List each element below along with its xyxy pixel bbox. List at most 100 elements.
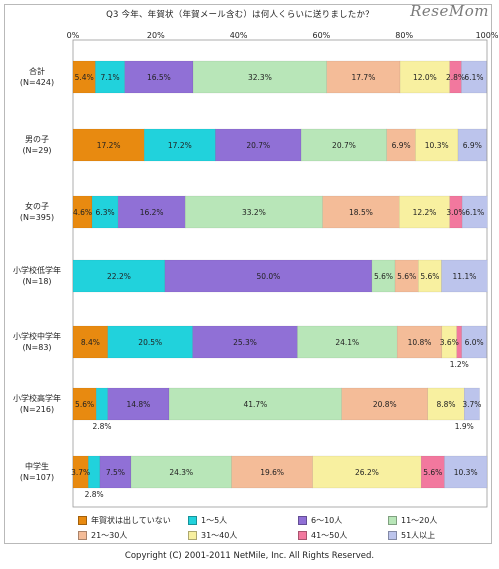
bar-segment: [297, 325, 398, 359]
legend-item: 21～30人: [78, 530, 127, 541]
data-label: 3.6%: [440, 338, 459, 347]
legend-swatch: [388, 531, 397, 540]
bar-segment: [399, 195, 450, 229]
legend-item: 41～50人: [298, 530, 347, 541]
bar-segment: [441, 325, 457, 359]
data-label: 6.1%: [464, 73, 483, 82]
bar-segment: [461, 60, 487, 94]
data-label: 17.7%: [352, 73, 376, 82]
x-tick-label: 0%: [67, 31, 80, 40]
data-label: 5.6%: [423, 468, 442, 477]
bar-row: [72, 455, 488, 489]
data-label: 5.4%: [75, 73, 94, 82]
data-label: 3.0%: [446, 208, 465, 217]
bar-segment: [371, 259, 396, 293]
data-label: 5.6%: [75, 400, 94, 409]
category-count: (N=107): [19, 473, 55, 482]
data-label: 17.2%: [168, 141, 192, 150]
stacked-bar-chart: 0% 20% 40% 60% 80% 100% 5.4% 7.1% 16.5% 32.3% 17.7…: [67, 31, 499, 508]
bar-segment: [192, 60, 327, 94]
bar-segment: [461, 325, 487, 359]
data-label: 3.7%: [71, 468, 90, 477]
data-label: 24.3%: [169, 468, 193, 477]
category-count: (N=216): [19, 405, 55, 414]
bar-segment: [464, 387, 480, 421]
legend-label: 51人以上: [401, 531, 436, 540]
data-label: 10.3%: [425, 141, 449, 150]
chart-title: Q3 今年、年賀状（年賀メール含む）は何人くらいに送りましたか？: [106, 10, 374, 20]
data-label: 1.2%: [450, 360, 469, 369]
bar-segment: [322, 195, 400, 229]
bar-segment: [124, 60, 194, 94]
bar-segment: [399, 60, 450, 94]
data-label: 1.9%: [455, 422, 474, 431]
bar-segment: [215, 128, 302, 162]
category-name: 合計: [29, 67, 45, 76]
bar-row: [72, 387, 480, 421]
data-label: 6.1%: [465, 208, 484, 217]
data-label: 22.2%: [107, 272, 131, 281]
legend-item: 11～20人: [388, 515, 437, 526]
category-count: (N=83): [22, 343, 52, 352]
bar-segment: [72, 259, 166, 293]
x-tick-label: 20%: [147, 31, 165, 40]
legend-item: 31～40人: [188, 530, 237, 541]
bar-segment: [168, 387, 342, 421]
category-name: 小学校中学年: [13, 332, 61, 341]
data-label: 24.1%: [335, 338, 359, 347]
bar-row: [72, 325, 487, 359]
category-name: 中学生: [25, 462, 49, 471]
bar-segment: [427, 387, 465, 421]
category-label: 中学生 (N=107): [4, 461, 70, 483]
data-label: 2.8%: [92, 422, 111, 431]
data-label: 3.7%: [462, 400, 481, 409]
data-label: 33.2%: [242, 208, 266, 217]
category-count: (N=18): [22, 277, 52, 286]
legend-swatch: [78, 516, 87, 525]
category-label: 合計 (N=424): [4, 66, 70, 88]
legend-swatch: [188, 516, 197, 525]
bar-segment: [457, 128, 487, 162]
bar-segment: [164, 259, 373, 293]
data-label: 16.5%: [147, 73, 171, 82]
legend-label: 11～20人: [401, 516, 438, 525]
data-label: 10.3%: [454, 468, 478, 477]
data-label: 18.5%: [349, 208, 373, 217]
category-name: 小学校低学年: [13, 266, 61, 275]
bar-segment: [396, 325, 443, 359]
legend-item: 6～10人: [298, 515, 342, 526]
data-label: 5.6%: [397, 272, 416, 281]
bar-row: [72, 195, 488, 229]
bar-segment: [117, 195, 186, 229]
bar-segment: [415, 128, 459, 162]
bar-segment: [192, 325, 298, 359]
category-label: 小学校高学年 (N=216): [4, 393, 70, 415]
data-label: 41.7%: [243, 400, 267, 409]
category-count: (N=395): [19, 213, 55, 222]
legend-label: 31～40人: [201, 531, 238, 540]
data-label: 25.3%: [233, 338, 257, 347]
data-label: 6.9%: [392, 141, 411, 150]
data-label: 20.8%: [373, 400, 397, 409]
bar-segment: [312, 455, 422, 489]
bar-segment: [107, 325, 193, 359]
bar-segment: [300, 128, 388, 162]
data-label: 7.5%: [106, 468, 125, 477]
data-label: 20.5%: [138, 338, 162, 347]
bar-row: [72, 128, 487, 162]
bar-segment: [91, 195, 119, 229]
data-label: 16.2%: [140, 208, 164, 217]
data-label: 50.0%: [256, 272, 280, 281]
category-name: 小学校高学年: [13, 394, 61, 403]
legend-label: 年賀状は出していない: [91, 516, 171, 525]
chart-frame: [4, 4, 492, 544]
data-label: 17.2%: [97, 141, 121, 150]
bar-segment: [341, 387, 428, 421]
data-label: 32.3%: [248, 73, 272, 82]
bar-segment: [231, 455, 313, 489]
legend-item: 年賀状は出していない: [78, 515, 171, 526]
legend-swatch: [388, 516, 397, 525]
copyright-notice: Copyright (C) 2001-2011 NetMile, Inc. Al…: [124, 551, 375, 561]
x-tick-label: 100%: [476, 31, 499, 40]
